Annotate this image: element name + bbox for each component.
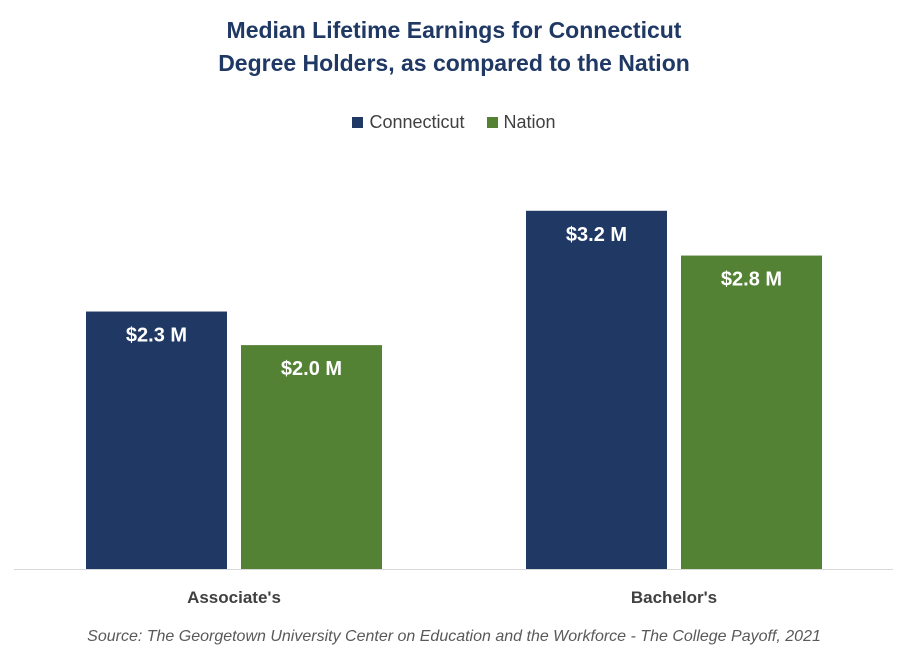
bar-bachelor-s-nation <box>681 255 822 570</box>
chart-legend: Connecticut Nation <box>0 112 908 133</box>
data-label-associate-s-connecticut: $2.3 M <box>126 325 187 347</box>
chart-title: Median Lifetime Earnings for Connecticut… <box>0 14 908 80</box>
chart-title-line-1: Median Lifetime Earnings for Connecticut <box>226 17 682 43</box>
chart-title-line-2: Degree Holders, as compared to the Natio… <box>218 50 690 76</box>
data-label-bachelor-s-connecticut: $3.2 M <box>566 224 627 246</box>
bar-associate-s-connecticut <box>86 311 227 569</box>
legend-swatch-nation <box>486 117 498 128</box>
legend-item-nation: Nation <box>486 112 556 133</box>
legend-label-connecticut: Connecticut <box>369 112 465 132</box>
data-label-bachelor-s-nation: $2.8 M <box>721 269 782 291</box>
legend-swatch-connecticut <box>352 117 364 128</box>
source-note: Source: The Georgetown University Center… <box>87 628 821 645</box>
bar-bachelor-s-connecticut <box>526 210 667 569</box>
x-tick-label-bachelor-s: Bachelor's <box>631 588 717 607</box>
legend-item-connecticut: Connecticut <box>352 112 465 133</box>
bar-associate-s-nation <box>241 345 382 569</box>
data-label-associate-s-nation: $2.0 M <box>281 358 342 380</box>
legend-label-nation: Nation <box>503 112 556 132</box>
x-tick-label-associate-s: Associate's <box>187 588 281 607</box>
